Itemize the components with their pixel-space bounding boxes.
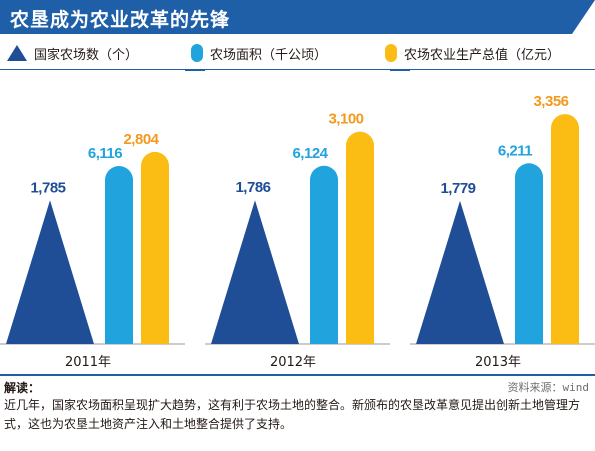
- data-label: 1,779: [440, 180, 475, 197]
- legend-label: 农场面积（千公顷）: [210, 47, 328, 63]
- data-label: 6,116: [88, 145, 122, 162]
- rounded-bar: [346, 131, 374, 344]
- rounded-bar: [551, 114, 579, 344]
- legend-item-output-value: 农场农业生产总值（亿元）: [384, 40, 560, 66]
- legend-label: 农场农业生产总值（亿元）: [404, 47, 561, 63]
- rounded-bar: [515, 163, 543, 344]
- divider: [0, 374, 595, 376]
- rounded-bar: [310, 165, 339, 344]
- data-label: 1,785: [30, 179, 65, 196]
- category-label: 2012年: [270, 355, 316, 370]
- rounded-bar-icon: [385, 44, 397, 62]
- legend: 国家农场数（个） 农场面积（千公顷） 农场农业生产总值（亿元）: [0, 40, 595, 66]
- data-label: 3,356: [533, 93, 568, 110]
- rounded-bar: [105, 166, 133, 344]
- data-label: 6,211: [498, 142, 532, 159]
- category-label: 2011年: [65, 355, 111, 370]
- data-label: 3,100: [328, 111, 363, 128]
- rounded-bar: [141, 151, 169, 344]
- triangle-bar: [416, 200, 504, 344]
- title-banner: [0, 0, 595, 34]
- notes-title: 解读：: [4, 381, 41, 395]
- legend-label: 国家农场数（个）: [34, 47, 139, 63]
- triangle-icon: [7, 45, 27, 61]
- category-label: 2013年: [475, 355, 521, 370]
- notes-body: 近几年，国家农场面积呈现扩大趋势，这有利于农场土地的整合。新颁布的农垦改革意见提…: [4, 398, 581, 431]
- chart-title: 农垦成为农业改革的先锋: [10, 9, 231, 31]
- data-label: 6,124: [292, 145, 328, 162]
- data-label: 2,804: [123, 131, 159, 148]
- triangle-bar: [211, 200, 299, 344]
- legend-item-farm-count: 国家农场数（个）: [6, 40, 138, 66]
- rounded-bar-icon: [191, 44, 203, 62]
- source-note: 资料来源：wind: [507, 381, 590, 394]
- triangle-bar: [6, 200, 94, 344]
- data-label: 1,786: [235, 179, 270, 196]
- legend-item-farm-area: 农场面积（千公顷）: [190, 40, 327, 66]
